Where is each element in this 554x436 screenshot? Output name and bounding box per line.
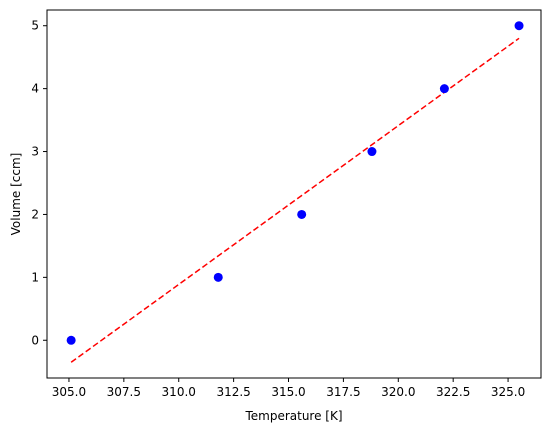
y-axis-label: Volume [ccm] <box>9 153 23 236</box>
x-tick-label: 312.5 <box>216 385 250 399</box>
plot-frame <box>46 9 542 379</box>
y-tick-label: 3 <box>31 145 39 159</box>
x-tick-label: 317.5 <box>326 385 360 399</box>
fit-line <box>70 37 520 363</box>
x-tick-label: 325.0 <box>491 385 525 399</box>
x-tick-label: 315.0 <box>271 385 305 399</box>
x-tick-label: 307.5 <box>107 385 141 399</box>
data-point <box>367 147 377 157</box>
data-point <box>66 335 76 345</box>
y-tick-label: 5 <box>31 19 39 33</box>
data-point <box>514 21 524 31</box>
data-point <box>213 272 223 282</box>
x-tick-label: 322.5 <box>436 385 470 399</box>
x-tick-label: 320.0 <box>381 385 415 399</box>
x-tick-label: 305.0 <box>52 385 86 399</box>
y-tick-label: 4 <box>31 82 39 96</box>
data-point <box>297 209 307 219</box>
y-tick-label: 1 <box>31 270 39 284</box>
x-tick-label: 310.0 <box>162 385 196 399</box>
y-tick-label: 0 <box>31 333 39 347</box>
ticks-layer: 305.0 307.5 310.0 312.5 315.0 317.5 320.0 322.5… <box>31 19 525 399</box>
y-tick-label: 2 <box>31 207 39 221</box>
series-layer <box>66 21 524 363</box>
data-point <box>439 84 449 94</box>
x-axis-label: Temperature [K] <box>244 409 342 423</box>
